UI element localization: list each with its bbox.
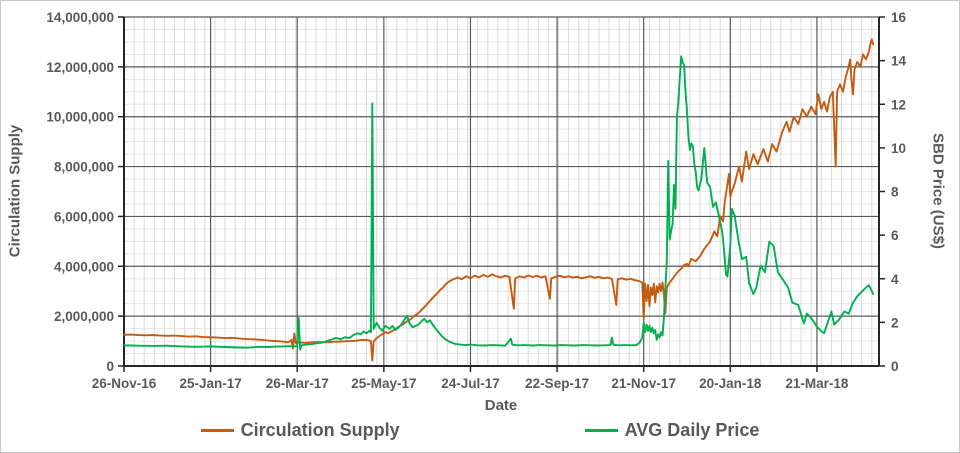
x-tick-label: 21-Nov-17 xyxy=(611,376,676,391)
x-tick-label: 26-Nov-16 xyxy=(92,376,157,391)
y-left-tick-label: 2,000,000 xyxy=(54,309,114,324)
y-left-tick-label: 0 xyxy=(106,359,114,374)
legend-item-avg-daily-price: AVG Daily Price xyxy=(584,420,760,441)
y-right-tick-label: 14 xyxy=(891,54,907,69)
y-right-tick-label: 16 xyxy=(891,10,907,25)
y-right-tick-label: 4 xyxy=(891,272,899,287)
x-axis-title: Date xyxy=(484,397,518,414)
x-tick-label: 21-Mar-18 xyxy=(785,376,849,391)
y-left-tick-label: 12,000,000 xyxy=(46,60,114,75)
y-left-tick-label: 6,000,000 xyxy=(54,209,114,224)
x-tick-label: 24-Jul-17 xyxy=(441,376,500,391)
legend-item-circulation-supply: Circulation Supply xyxy=(200,420,400,441)
x-tick-label: 25-May-17 xyxy=(351,376,416,391)
y-right-tick-label: 0 xyxy=(891,359,899,374)
y-right-tick-label: 10 xyxy=(891,141,906,156)
legend: Circulation Supply AVG Daily Price xyxy=(1,420,959,441)
y-right-tick-label: 8 xyxy=(891,185,899,200)
x-tick-label: 22-Sep-17 xyxy=(525,376,589,391)
legend-label: AVG Daily Price xyxy=(624,420,760,440)
y-left-tick-label: 8,000,000 xyxy=(54,160,114,175)
x-tick-label: 20-Jan-18 xyxy=(699,376,762,391)
y-left-tick-label: 14,000,000 xyxy=(46,10,114,25)
y-left-tick-label: 4,000,000 xyxy=(54,259,114,274)
x-tick-label: 26-Mar-17 xyxy=(266,376,329,391)
circulation-supply-line xyxy=(123,38,875,362)
y-right-tick-label: 2 xyxy=(891,315,899,330)
y-axis-title-left: Circulation Supply xyxy=(6,124,24,258)
y-axis-title-right: SBD Price (US$) xyxy=(929,133,947,249)
circulation-supply-swatch-icon xyxy=(200,429,234,432)
y-right-tick-label: 6 xyxy=(891,228,899,243)
avg-daily-price-line xyxy=(123,55,875,351)
y-right-tick-label: 12 xyxy=(891,97,906,112)
avg-daily-price-swatch-icon xyxy=(584,429,618,432)
x-tick-label: 25-Jan-17 xyxy=(179,376,241,391)
legend-label: Circulation Supply xyxy=(240,420,400,440)
y-left-tick-label: 10,000,000 xyxy=(46,110,114,125)
